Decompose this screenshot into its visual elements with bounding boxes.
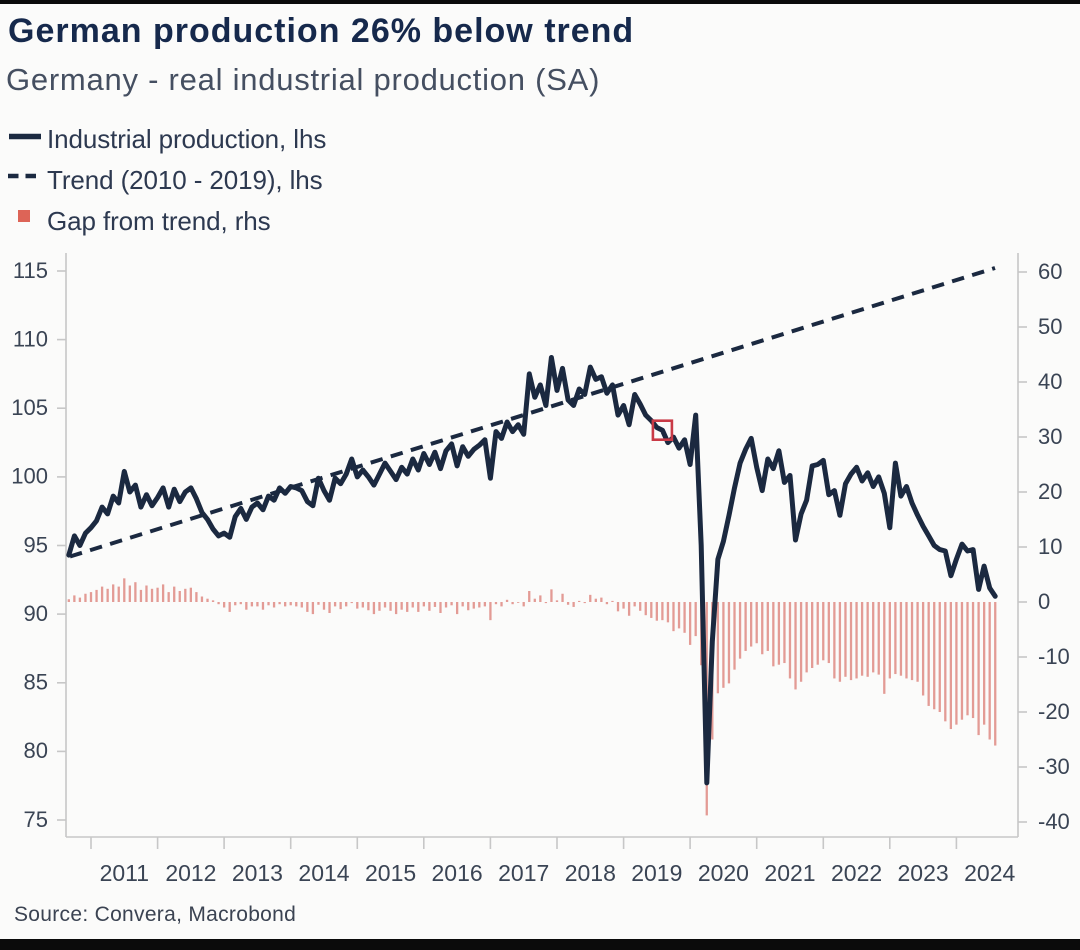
svg-text:-10: -10 (1038, 644, 1070, 669)
svg-text:2017: 2017 (498, 860, 549, 886)
svg-text:2023: 2023 (898, 860, 949, 886)
svg-text:2022: 2022 (831, 860, 882, 886)
svg-text:90: 90 (24, 601, 48, 626)
svg-text:-40: -40 (1038, 809, 1070, 834)
svg-text:60: 60 (1038, 259, 1062, 284)
svg-text:2019: 2019 (631, 860, 682, 886)
svg-text:75: 75 (24, 807, 48, 832)
svg-text:2021: 2021 (764, 860, 815, 886)
svg-text:2013: 2013 (232, 860, 283, 886)
svg-text:-30: -30 (1038, 754, 1070, 779)
svg-text:2011: 2011 (100, 860, 149, 886)
svg-text:2020: 2020 (698, 860, 749, 886)
svg-text:20: 20 (1038, 479, 1062, 504)
svg-text:85: 85 (24, 670, 48, 695)
svg-text:110: 110 (13, 326, 48, 351)
svg-text:95: 95 (24, 532, 48, 557)
svg-text:80: 80 (24, 738, 48, 763)
svg-text:40: 40 (1038, 369, 1062, 394)
svg-text:30: 30 (1038, 424, 1062, 449)
svg-text:2015: 2015 (365, 860, 416, 886)
svg-text:0: 0 (1038, 589, 1050, 614)
svg-text:2018: 2018 (565, 860, 616, 886)
svg-text:2016: 2016 (432, 860, 483, 886)
svg-text:115: 115 (13, 258, 48, 283)
svg-text:-20: -20 (1038, 699, 1070, 724)
svg-text:105: 105 (11, 395, 48, 420)
svg-text:2012: 2012 (165, 860, 216, 886)
svg-text:50: 50 (1038, 314, 1062, 339)
svg-text:2024: 2024 (964, 860, 1015, 886)
svg-text:10: 10 (1038, 534, 1062, 559)
svg-text:2014: 2014 (298, 860, 349, 886)
svg-text:100: 100 (11, 464, 48, 489)
